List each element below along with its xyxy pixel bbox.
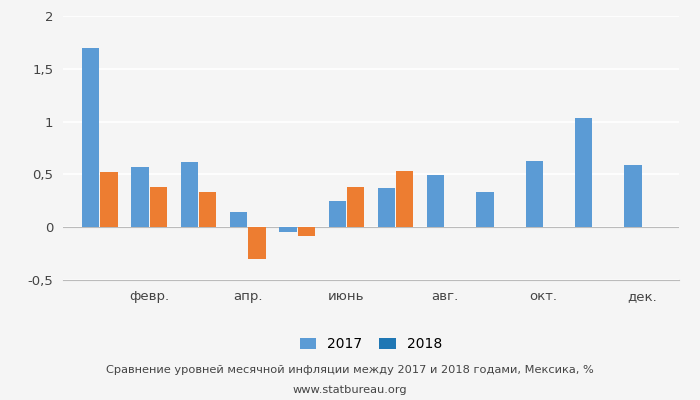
Bar	[328, 201, 346, 227]
Bar	[181, 162, 198, 227]
Bar	[378, 188, 395, 227]
Bar	[82, 48, 99, 227]
Bar	[101, 172, 118, 227]
Bar	[575, 118, 592, 227]
Bar	[248, 227, 265, 259]
Bar	[199, 192, 216, 227]
Legend: 2017, 2018: 2017, 2018	[294, 332, 448, 357]
Bar	[624, 165, 641, 227]
Bar	[230, 212, 247, 227]
Text: Сравнение уровней месячной инфляции между 2017 и 2018 годами, Мексика, %: Сравнение уровней месячной инфляции межд…	[106, 365, 594, 375]
Bar	[396, 171, 414, 227]
Bar	[150, 187, 167, 227]
Bar	[298, 227, 315, 236]
Bar	[132, 167, 148, 227]
Bar	[477, 192, 494, 227]
Bar	[427, 176, 444, 227]
Text: www.statbureau.org: www.statbureau.org	[293, 385, 407, 395]
Bar	[347, 187, 364, 227]
Bar	[526, 161, 543, 227]
Bar	[279, 227, 297, 232]
